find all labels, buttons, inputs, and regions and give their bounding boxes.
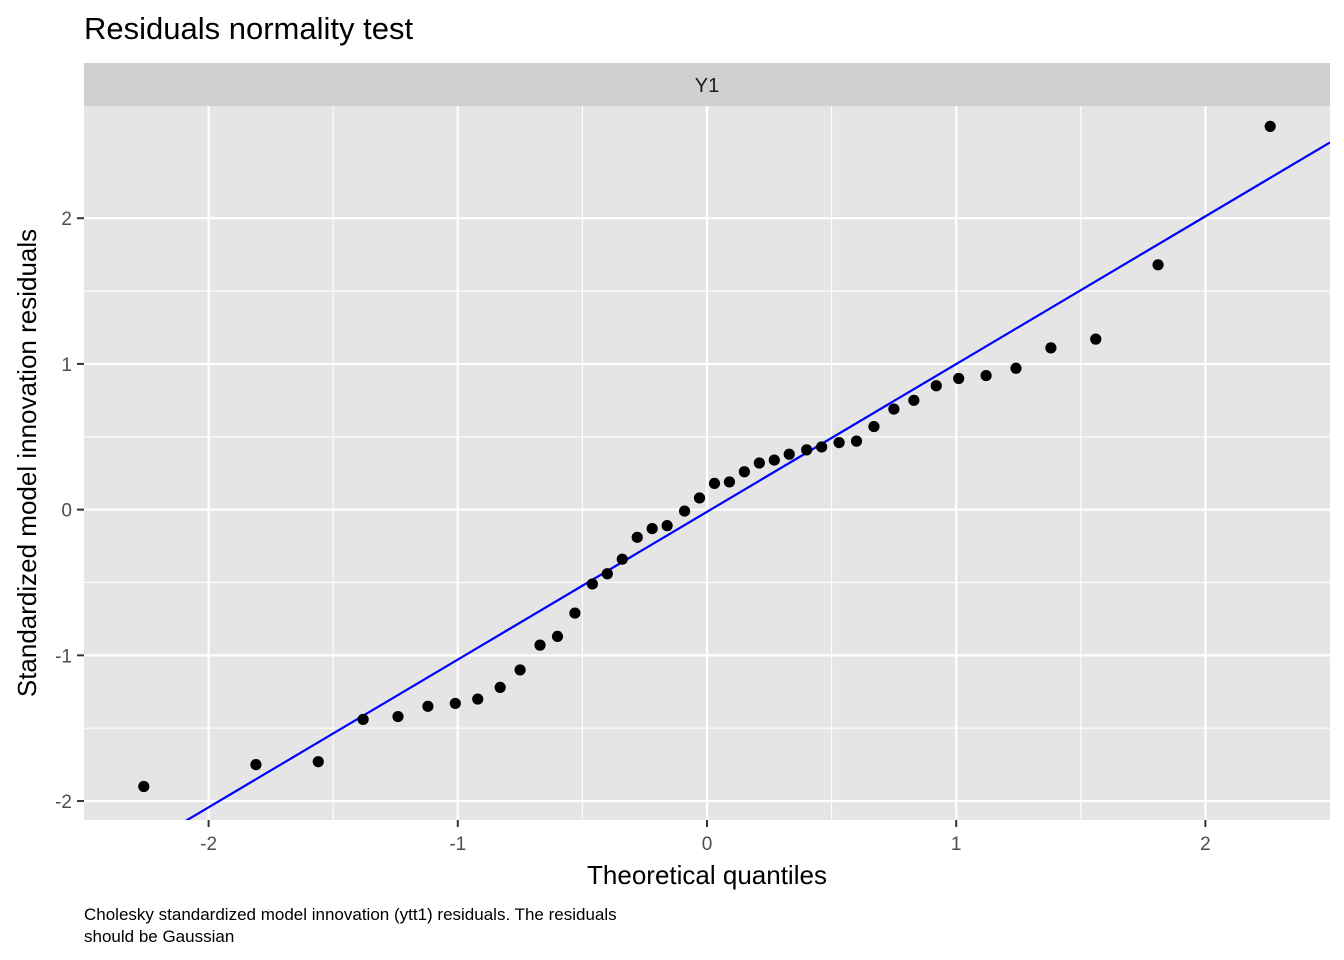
x-tick-label: 0: [702, 834, 713, 855]
data-point: [514, 664, 526, 676]
x-tick-label: 2: [1200, 834, 1211, 855]
x-tick-label: -2: [200, 834, 217, 855]
data-point: [1152, 259, 1164, 271]
data-point: [250, 759, 262, 771]
data-point: [601, 568, 613, 580]
data-point: [1010, 362, 1022, 374]
data-point: [868, 420, 880, 433]
data-point: [472, 693, 484, 705]
data-point: [801, 444, 813, 456]
data-point: [449, 697, 461, 710]
reference-line-group: [185, 141, 1330, 820]
data-point: [422, 700, 434, 712]
y-tick-label: -2: [55, 792, 72, 813]
data-point: [980, 369, 992, 382]
x-tick-label: -1: [449, 834, 466, 855]
tick-labels: -2 -1 0 1 2 -2 -1 0 1 2: [55, 209, 1211, 855]
data-point: [723, 476, 736, 488]
data-point: [138, 780, 150, 793]
data-point: [908, 394, 920, 406]
data-point: [312, 756, 324, 768]
data-point: [888, 403, 900, 415]
y-tick-label: 2: [61, 209, 72, 230]
facet-strip: [84, 63, 1330, 106]
data-point: [753, 457, 765, 469]
data-point: [850, 435, 863, 447]
y-tick-label: 1: [61, 355, 72, 376]
data-point: [783, 448, 795, 460]
x-tick-label: 1: [951, 834, 962, 855]
caption-line-2: should be Gaussian: [84, 927, 234, 946]
data-point: [833, 437, 845, 449]
data-point: [551, 630, 564, 643]
facet-label: Y1: [695, 75, 719, 97]
data-point: [1045, 342, 1057, 354]
data-point: [708, 477, 721, 489]
y-tick-label: 0: [61, 501, 72, 522]
y-tick-label: -1: [55, 646, 72, 667]
caption-line-1: Cholesky standardized model innovation (…: [84, 905, 617, 924]
data-point: [816, 441, 828, 453]
data-point: [646, 522, 658, 535]
data-point: [693, 492, 706, 504]
data-point: [357, 713, 369, 726]
chart-title: Residuals normality test: [84, 11, 413, 46]
y-axis-title: Standardized model innovation residuals: [12, 229, 42, 697]
points-layer: [138, 120, 1276, 793]
data-point: [616, 553, 628, 565]
data-point: [631, 531, 643, 543]
data-point: [569, 607, 581, 619]
data-point: [678, 505, 691, 517]
data-point: [768, 454, 780, 466]
reference-line: [185, 141, 1330, 820]
data-point: [930, 380, 942, 392]
data-point: [1264, 120, 1276, 132]
data-point: [1090, 333, 1102, 345]
data-point: [661, 520, 673, 532]
data-point: [953, 372, 965, 385]
axis-ticks: [77, 217, 1207, 827]
data-point: [392, 710, 404, 723]
major-gridlines: [84, 106, 1330, 820]
x-axis-title: Theoretical quantiles: [587, 860, 827, 890]
data-point: [534, 639, 546, 651]
data-point: [494, 681, 506, 694]
data-point: [586, 578, 598, 590]
data-point: [738, 466, 750, 478]
